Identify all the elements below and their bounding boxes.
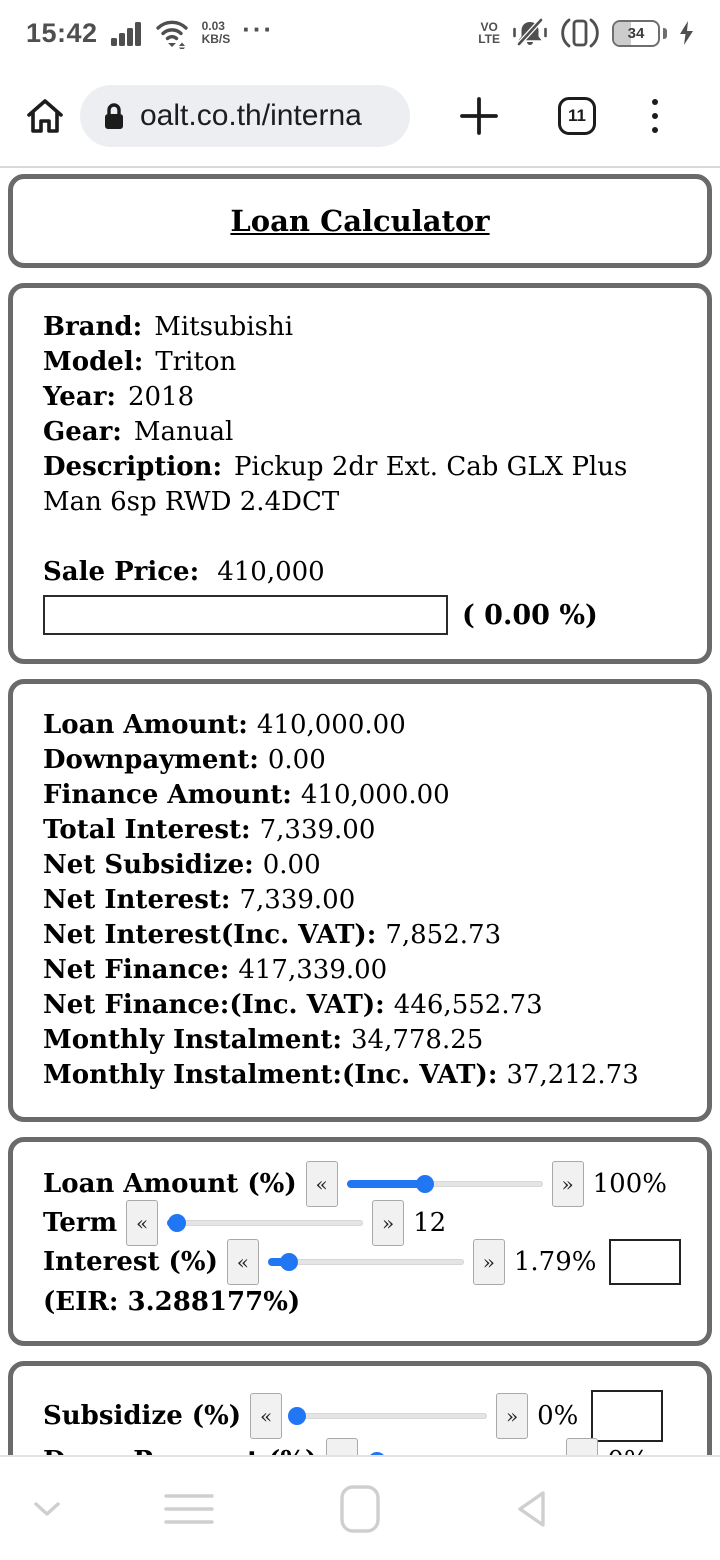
slider-thumb[interactable] (367, 1452, 386, 1455)
loan-summary-panel: Loan Amount: 410,000.00 Downpayment: 0.00 … (8, 679, 712, 1122)
interest-decrease-button[interactable]: « (226, 1239, 259, 1285)
battery-indicator: 34 (612, 19, 660, 47)
down-payment-percent-value: 0% (607, 1446, 648, 1455)
tab-switcher-button[interactable]: 11 (558, 97, 596, 135)
vehicle-model-row: Model: Triton (43, 347, 237, 377)
down-payment-decrease-button[interactable]: « (326, 1438, 359, 1455)
subsidize-panel: Subsidize (%) « » 0% Down Payment (%) « … (8, 1361, 712, 1455)
slider-thumb[interactable] (288, 1407, 306, 1425)
summary-row: Net Finance: 417,339.00 (43, 955, 388, 985)
interest-percent-row: Interest (%) « » 1.79% (43, 1239, 682, 1285)
navigation-bar (0, 1457, 720, 1560)
mute-vibrate-icon (512, 17, 548, 49)
vehicle-description-row: Description: Pickup 2dr Ext. Cab GLX Plus… (43, 452, 628, 517)
term-value: 12 (413, 1208, 447, 1238)
summary-row: Net Finance:(Inc. VAT): 446,552.73 (43, 990, 543, 1020)
subsidize-percent-value: 0% (537, 1401, 579, 1431)
status-bar: 15:42 0.03 KB/S ··· (0, 0, 720, 66)
wifi-icon (154, 17, 190, 49)
slider-track (291, 1413, 488, 1419)
loan-amount-increase-button[interactable]: » (551, 1161, 584, 1207)
down-payment-percent-row: Down Payment (%) « » 0% (43, 1438, 677, 1455)
summary-row: Loan Amount: 410,000.00 (43, 710, 406, 740)
term-increase-button[interactable]: » (372, 1200, 405, 1246)
status-bar-right: VO LTE 34 (478, 17, 694, 49)
collapse-chevron-button[interactable] (32, 1500, 62, 1518)
volte-indicator: VO LTE (478, 20, 500, 46)
slider-thumb[interactable] (416, 1175, 435, 1193)
home-button[interactable] (22, 93, 68, 139)
status-bar-left: 15:42 0.03 KB/S ··· (26, 13, 275, 49)
interest-input[interactable] (609, 1239, 682, 1285)
summary-row: Net Interest(Inc. VAT): 7,852.73 (43, 920, 502, 950)
summary-row: Monthly Instalment: 34,778.25 (43, 1025, 484, 1055)
url-text: oalt.co.th/interna (140, 99, 362, 132)
web-page-content: Loan Calculator Brand: Mitsubishi Model: T… (0, 168, 720, 1455)
interest-increase-button[interactable]: » (472, 1239, 505, 1285)
page-title: Loan Calculator (230, 204, 490, 238)
subsidize-increase-button[interactable]: » (496, 1393, 529, 1439)
loan-amount-percent-value: 100% (592, 1169, 667, 1199)
vehicle-info-panel: Brand: Mitsubishi Model: Triton Year: 2018 … (8, 283, 712, 664)
interest-percent-value: 1.79% (513, 1247, 597, 1277)
slider-thumb[interactable] (280, 1253, 299, 1271)
slider-track (267, 1259, 464, 1265)
loan-amount-decrease-button[interactable]: « (305, 1161, 338, 1207)
subsidize-decrease-button[interactable]: « (250, 1393, 283, 1439)
home-nav-button[interactable] (339, 1484, 381, 1534)
down-payment-increase-button[interactable]: » (566, 1438, 599, 1455)
slider-track (167, 1220, 364, 1226)
slider-fill (267, 1258, 290, 1266)
summary-row: Net Subsidize: 0.00 (43, 850, 321, 880)
sale-price-input[interactable] (43, 595, 448, 635)
summary-row: Monthly Instalment:(Inc. VAT): 37,212.73 (43, 1060, 639, 1090)
summary-row: Finance Amount: 410,000.00 (43, 780, 450, 810)
subsidize-input[interactable] (591, 1390, 664, 1442)
clock: 15:42 (26, 17, 98, 48)
slider-track (346, 1181, 543, 1187)
nav-divider (0, 1455, 720, 1457)
vehicle-gear-row: Gear: Manual (43, 417, 234, 447)
summary-row: Downpayment: 0.00 (43, 745, 326, 775)
subsidize-percent-row: Subsidize (%) « » 0% (43, 1388, 677, 1444)
tab-count: 11 (558, 97, 596, 135)
charging-bolt-icon (679, 21, 694, 45)
secure-lock-icon (102, 101, 126, 131)
sale-price-row: Sale Price: 410,000 (43, 557, 325, 587)
term-row: Term « » 12 (43, 1200, 677, 1246)
summary-row: Net Interest: 7,339.00 (43, 885, 356, 915)
address-bar[interactable]: oalt.co.th/interna (80, 85, 410, 147)
notification-overflow-dots: ··· (242, 13, 275, 44)
vehicle-year-row: Year: 2018 (43, 382, 195, 412)
slider-thumb[interactable] (167, 1214, 186, 1232)
browser-menu-button[interactable] (652, 99, 658, 133)
toolbar-divider (0, 166, 720, 168)
new-tab-button[interactable] (458, 95, 500, 137)
loan-amount-percent-row: Loan Amount (%) « » 100% (43, 1161, 677, 1207)
discount-percent-note: ( 0.00 %) (462, 599, 598, 631)
summary-row: Total Interest: 7,339.00 (43, 815, 376, 845)
network-speed: 0.03 KB/S (201, 19, 231, 46)
auto-rotate-phone-icon (560, 17, 600, 49)
title-panel: Loan Calculator (8, 174, 712, 268)
back-nav-button[interactable] (513, 1488, 549, 1530)
browser-toolbar: oalt.co.th/interna 11 (0, 66, 720, 166)
vehicle-brand-row: Brand: Mitsubishi (43, 312, 294, 342)
subsidize-slider[interactable] (288, 1406, 488, 1426)
loan-controls-panel: Loan Amount (%) « » 100% Term « » 12 Int… (8, 1137, 712, 1346)
recents-menu-button[interactable] (164, 1492, 214, 1526)
eir-note: (EIR: 3.288177%) (43, 1287, 301, 1317)
loan-amount-slider[interactable] (346, 1174, 543, 1194)
down-payment-slider[interactable] (367, 1451, 557, 1455)
cellular-signal-icon (110, 19, 142, 47)
interest-slider[interactable] (267, 1252, 464, 1272)
battery-nub (663, 27, 667, 39)
slider-fill (346, 1180, 426, 1188)
term-slider[interactable] (167, 1213, 364, 1233)
term-decrease-button[interactable]: « (126, 1200, 159, 1246)
